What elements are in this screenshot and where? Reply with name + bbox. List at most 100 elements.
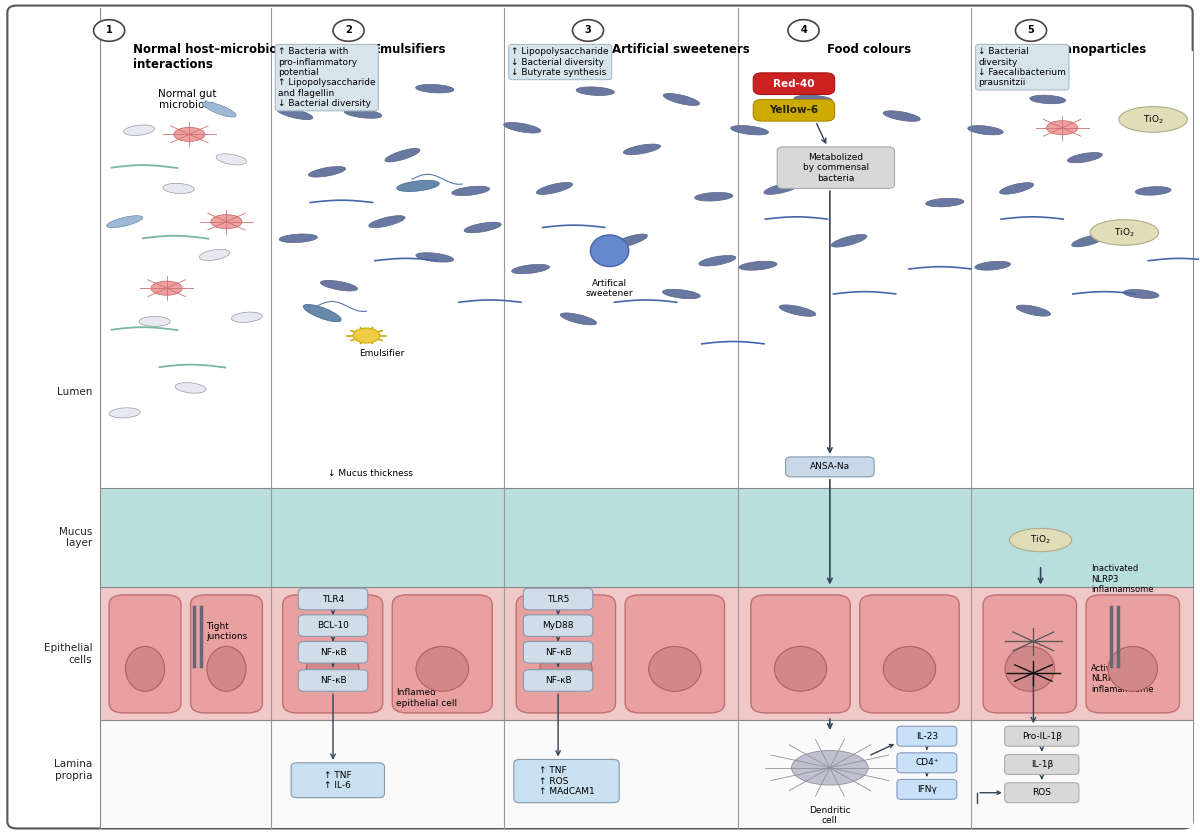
Text: NF-κB: NF-κB — [319, 648, 347, 656]
Ellipse shape — [731, 126, 768, 135]
Text: Mucus
layer: Mucus layer — [59, 527, 92, 548]
Ellipse shape — [1009, 529, 1072, 551]
Text: Lumen: Lumen — [58, 387, 92, 397]
Text: 1: 1 — [106, 26, 113, 36]
Ellipse shape — [774, 646, 827, 691]
Circle shape — [572, 20, 604, 42]
FancyBboxPatch shape — [778, 147, 894, 188]
Text: Pro-IL-1β: Pro-IL-1β — [1022, 731, 1062, 741]
Ellipse shape — [139, 316, 170, 326]
Text: Food colours: Food colours — [828, 43, 912, 56]
Ellipse shape — [107, 216, 143, 228]
Ellipse shape — [174, 128, 205, 142]
Text: ↑ TNF
↑ IL-6: ↑ TNF ↑ IL-6 — [324, 771, 352, 790]
Text: ↑ Lipopolysaccharide
↓ Bacterial diversity
↓ Butyrate synthesis: ↑ Lipopolysaccharide ↓ Bacterial diversi… — [511, 47, 610, 77]
Ellipse shape — [1118, 107, 1187, 133]
Ellipse shape — [211, 214, 242, 229]
Ellipse shape — [792, 751, 868, 785]
Ellipse shape — [368, 216, 406, 228]
Text: Inactivated
NLRP3
inflamamsome: Inactivated NLRP3 inflamamsome — [1091, 564, 1153, 594]
Ellipse shape — [199, 249, 229, 260]
Ellipse shape — [1135, 187, 1171, 195]
Text: Inflamed
epithelial cell: Inflamed epithelial cell — [396, 688, 457, 708]
Ellipse shape — [536, 183, 572, 194]
Ellipse shape — [175, 383, 206, 393]
Text: Activated
NLRP3
inflamamsome: Activated NLRP3 inflamamsome — [1091, 664, 1153, 694]
Ellipse shape — [967, 126, 1003, 135]
FancyBboxPatch shape — [751, 595, 851, 713]
Text: Emulsifier: Emulsifier — [360, 349, 404, 358]
Ellipse shape — [385, 148, 420, 162]
FancyBboxPatch shape — [896, 753, 956, 773]
FancyBboxPatch shape — [859, 595, 959, 713]
Text: Artifical
sweetener: Artifical sweetener — [586, 279, 634, 299]
Text: TLR4: TLR4 — [322, 595, 344, 604]
Ellipse shape — [576, 87, 614, 95]
FancyBboxPatch shape — [754, 99, 835, 121]
Ellipse shape — [320, 280, 358, 291]
Ellipse shape — [883, 111, 920, 122]
Text: 4: 4 — [800, 26, 806, 36]
FancyBboxPatch shape — [1086, 595, 1180, 713]
Ellipse shape — [664, 93, 700, 105]
Circle shape — [94, 20, 125, 42]
Text: Dendritic
cell: Dendritic cell — [809, 806, 851, 826]
FancyBboxPatch shape — [1004, 783, 1079, 802]
Text: Artificial sweeteners: Artificial sweeteners — [612, 43, 750, 56]
FancyBboxPatch shape — [1004, 755, 1079, 775]
Ellipse shape — [504, 123, 541, 133]
Text: IL-1β: IL-1β — [1031, 760, 1052, 769]
Text: Nanoparticles: Nanoparticles — [1055, 43, 1147, 56]
Text: Lamina
propria: Lamina propria — [54, 760, 92, 781]
Ellipse shape — [612, 234, 648, 248]
Ellipse shape — [1123, 289, 1159, 299]
Text: ROS: ROS — [1032, 788, 1051, 797]
Text: 2: 2 — [346, 26, 352, 36]
Ellipse shape — [590, 235, 629, 267]
Text: Red-40: Red-40 — [773, 78, 815, 88]
Ellipse shape — [206, 646, 246, 691]
FancyBboxPatch shape — [299, 588, 367, 610]
Ellipse shape — [1000, 183, 1033, 194]
Ellipse shape — [280, 234, 317, 243]
FancyBboxPatch shape — [109, 595, 181, 713]
Text: ↑ TNF
↑ ROS
↑ MAdCAM1: ↑ TNF ↑ ROS ↑ MAdCAM1 — [539, 766, 594, 796]
Text: NF-κB: NF-κB — [545, 648, 571, 656]
Circle shape — [334, 20, 364, 42]
Ellipse shape — [304, 304, 341, 322]
Text: NF-κB: NF-κB — [545, 676, 571, 685]
FancyBboxPatch shape — [299, 641, 367, 663]
Ellipse shape — [344, 109, 382, 118]
Text: 5: 5 — [1027, 26, 1034, 36]
FancyBboxPatch shape — [523, 615, 593, 636]
Ellipse shape — [308, 167, 346, 177]
Ellipse shape — [415, 84, 454, 93]
Ellipse shape — [649, 646, 701, 691]
Text: TiO$_2$: TiO$_2$ — [1114, 226, 1135, 239]
Text: ↓ Bacterial
diversity
↓ Faecalibacterium
prausnitzii: ↓ Bacterial diversity ↓ Faecalibacterium… — [978, 47, 1066, 88]
Text: Epithelial
cells: Epithelial cells — [43, 643, 92, 665]
FancyBboxPatch shape — [299, 670, 367, 691]
FancyBboxPatch shape — [896, 726, 956, 746]
FancyBboxPatch shape — [516, 595, 616, 713]
Ellipse shape — [353, 328, 379, 343]
Ellipse shape — [306, 646, 359, 691]
Ellipse shape — [764, 183, 800, 194]
Ellipse shape — [232, 312, 263, 323]
Ellipse shape — [464, 222, 502, 233]
Ellipse shape — [839, 156, 876, 166]
Text: IFNγ: IFNγ — [917, 785, 937, 794]
Ellipse shape — [452, 186, 490, 196]
Ellipse shape — [126, 646, 164, 691]
Text: CD4⁺: CD4⁺ — [916, 758, 938, 767]
Ellipse shape — [662, 289, 701, 299]
FancyBboxPatch shape — [292, 763, 384, 797]
FancyBboxPatch shape — [754, 73, 835, 94]
Bar — [100, 51, 1193, 488]
Ellipse shape — [1016, 305, 1050, 316]
Bar — [100, 587, 1193, 721]
Ellipse shape — [151, 281, 182, 295]
Ellipse shape — [779, 305, 816, 316]
Text: NF-κB: NF-κB — [319, 676, 347, 685]
FancyBboxPatch shape — [191, 595, 263, 713]
